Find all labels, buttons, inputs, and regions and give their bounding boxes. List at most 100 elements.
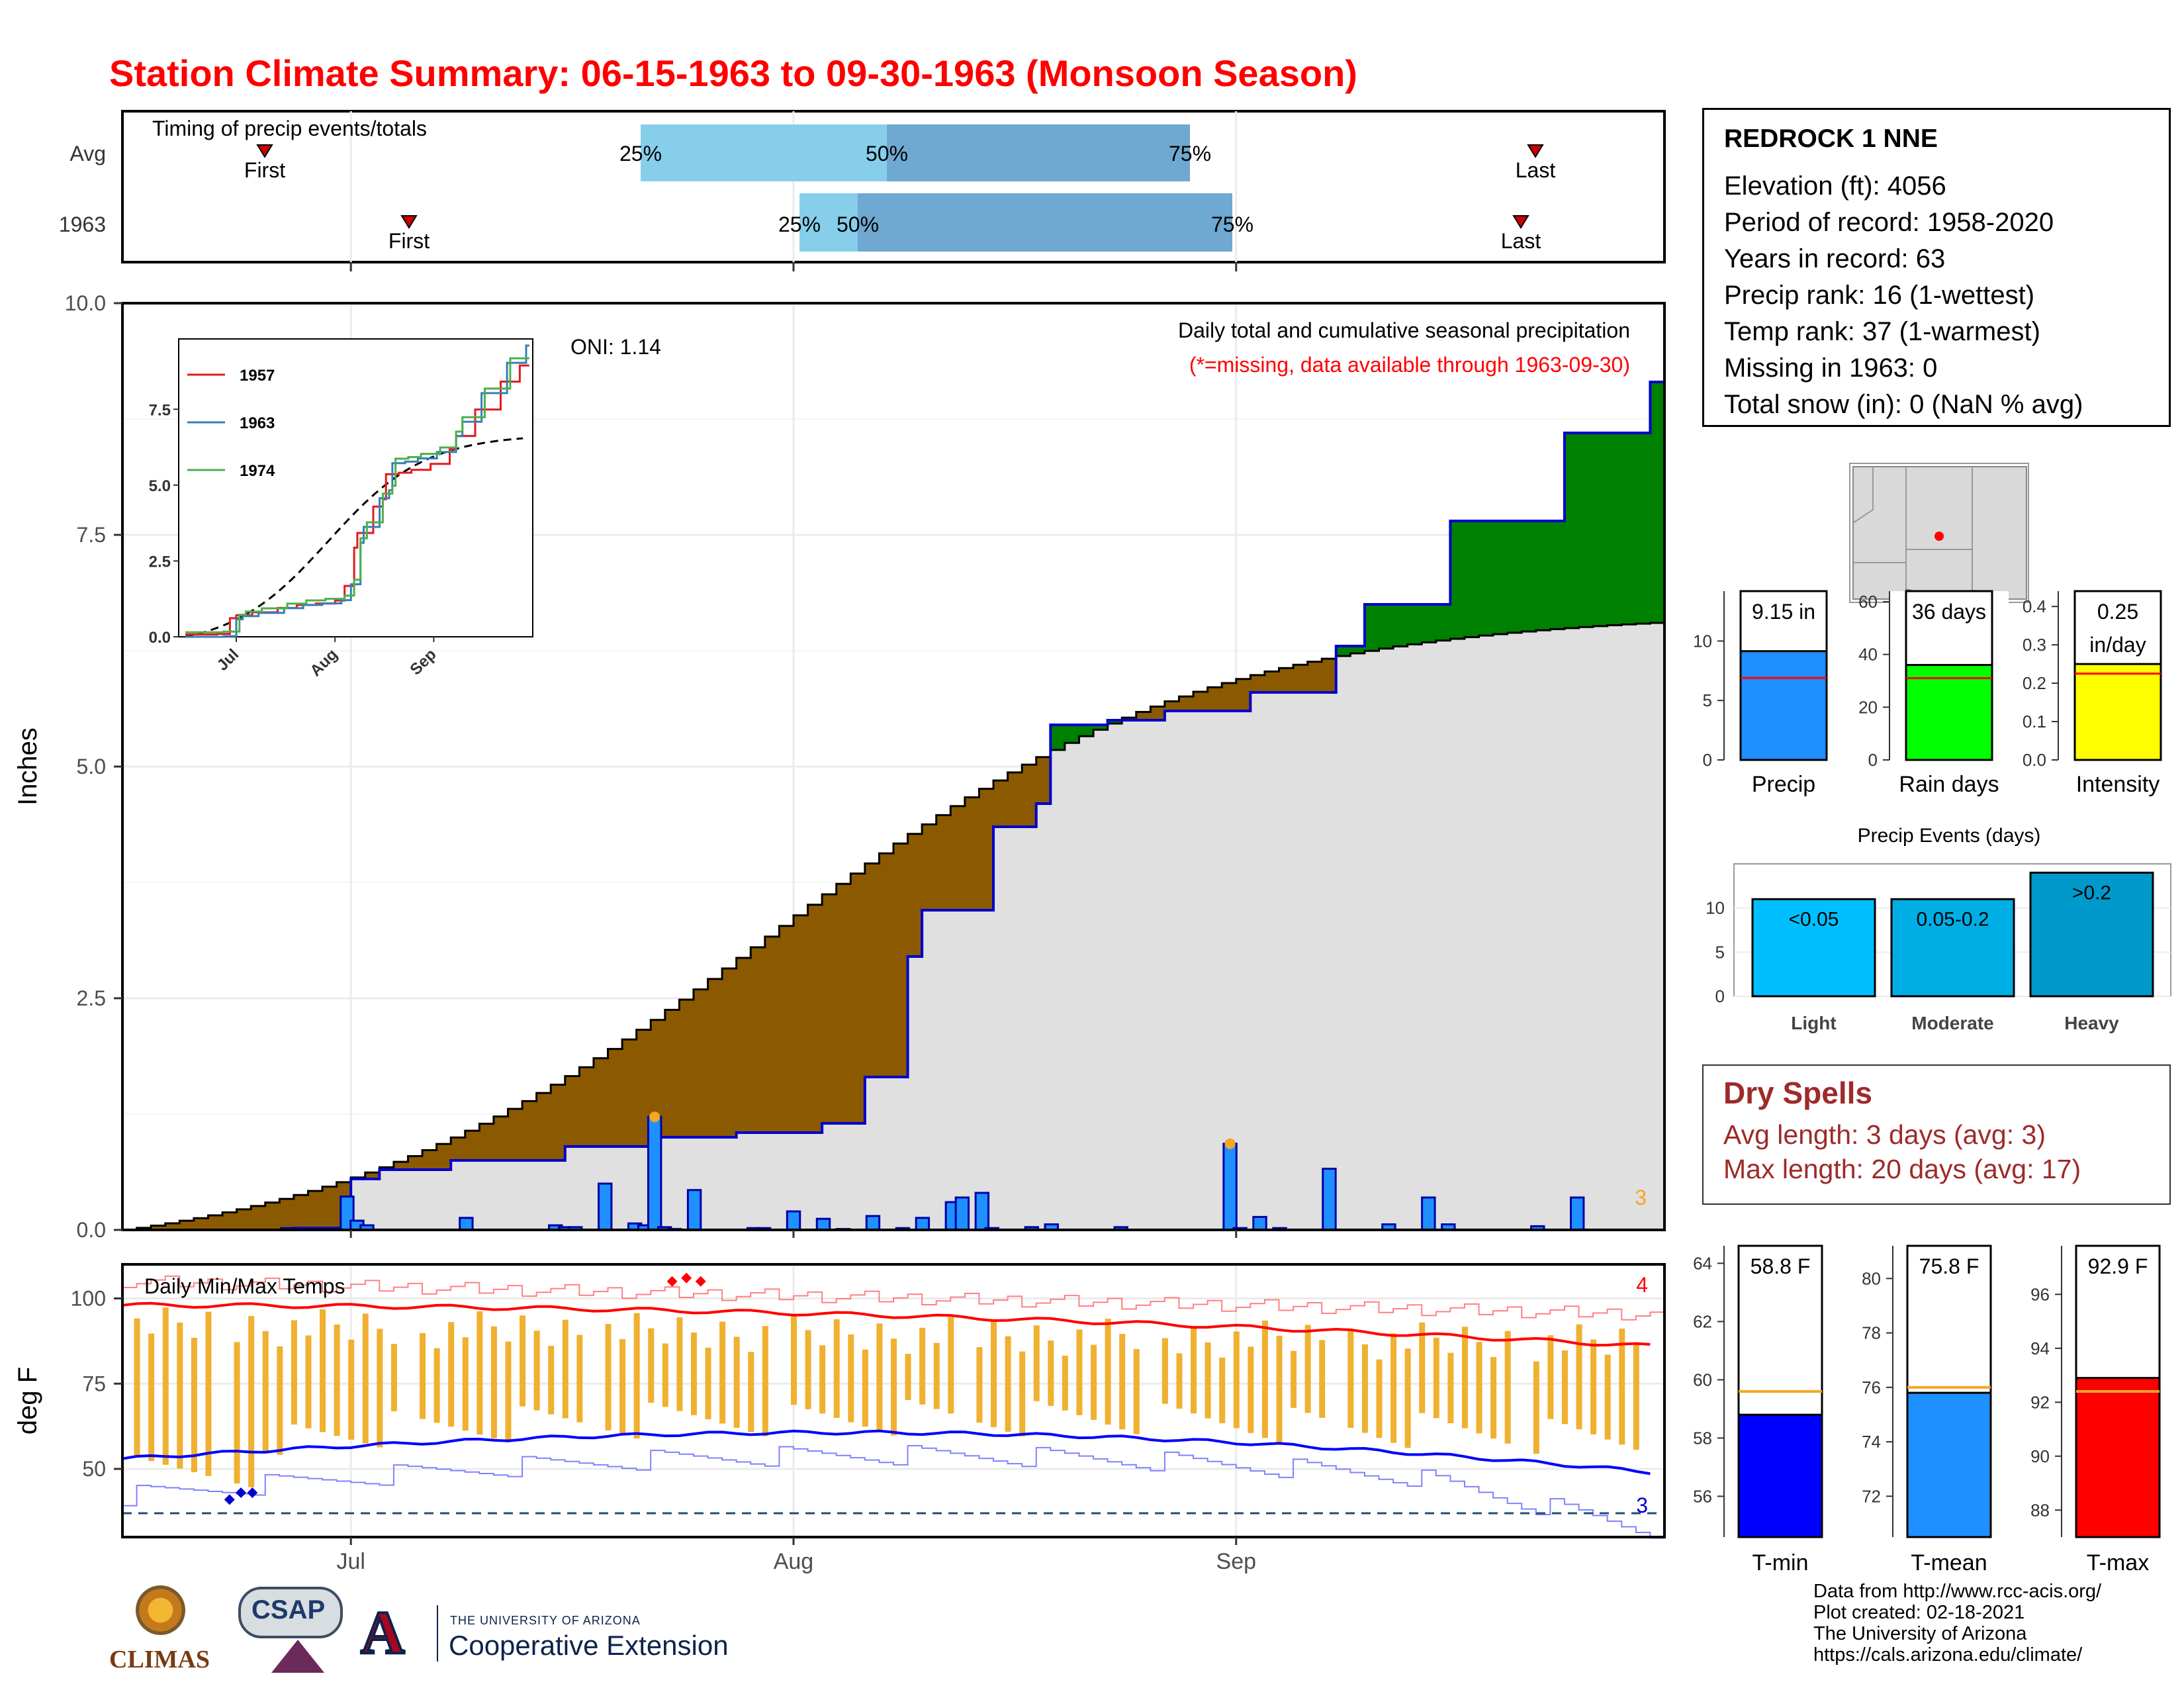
event-category-label: Heavy bbox=[2064, 1013, 2119, 1033]
daily-temp-bar bbox=[1291, 1350, 1297, 1408]
inset-series-line bbox=[185, 357, 529, 633]
precip-y-tick-label: 7.5 bbox=[77, 523, 106, 547]
record-min-line bbox=[122, 1445, 1664, 1539]
daily-temp-bar bbox=[1119, 1334, 1126, 1430]
daily-temp-bar bbox=[1076, 1329, 1083, 1415]
daily-temp-bar bbox=[177, 1323, 183, 1469]
precip-y-tick-label: 0.0 bbox=[77, 1218, 106, 1242]
daily-temp-bar bbox=[876, 1323, 883, 1431]
temp-mini-y-tick-label: 60 bbox=[1693, 1370, 1712, 1389]
temp-panel-frame bbox=[121, 1263, 1666, 1538]
station-location-marker bbox=[1934, 532, 1944, 541]
daily-temp-bar bbox=[334, 1324, 340, 1436]
daily-temp-bar bbox=[1533, 1361, 1539, 1454]
daily-temp-bar bbox=[1205, 1342, 1211, 1419]
inset-legend-label: 1963 bbox=[240, 414, 275, 432]
temp-mini-y-tick-label: 76 bbox=[1862, 1378, 1881, 1397]
temp-mini-y-tick-label: 88 bbox=[2030, 1500, 2050, 1520]
daily-temp-bar bbox=[191, 1337, 197, 1473]
precip-y-tick-label: 10.0 bbox=[65, 291, 106, 315]
daily-temp-bar bbox=[576, 1335, 583, 1423]
precip-panel-note: (*=missing, data available through 1963-… bbox=[1189, 353, 1630, 377]
daily-precip-bar bbox=[786, 1210, 801, 1231]
daily-temp-bar bbox=[1347, 1329, 1354, 1428]
daily-temp-bar bbox=[633, 1313, 640, 1439]
first-label-avg: First bbox=[244, 158, 285, 182]
last-label-avg: Last bbox=[1516, 158, 1556, 182]
inset-y-tick-label: 5.0 bbox=[149, 477, 171, 495]
daily-temp-bar bbox=[1048, 1340, 1054, 1406]
daily-temp-bar bbox=[1176, 1353, 1183, 1409]
first-marker-avg bbox=[256, 144, 273, 158]
daily-temp-bar bbox=[605, 1324, 612, 1430]
daily-temp-bar bbox=[690, 1333, 697, 1415]
daily-temp-bar bbox=[619, 1339, 626, 1435]
event-bar bbox=[1890, 898, 2015, 998]
temp-mini-y-tick-label: 78 bbox=[1862, 1323, 1881, 1343]
daily-temp-bar bbox=[1490, 1357, 1497, 1439]
temp-y-tick-label: 100 bbox=[71, 1287, 106, 1311]
daily-temp-bar bbox=[719, 1321, 726, 1424]
credits: Data from http://www.rcc-acis.org/ Plot … bbox=[1813, 1581, 2101, 1665]
timing-label-50: 50% bbox=[866, 142, 908, 165]
daily-temp-bar bbox=[490, 1326, 497, 1438]
page-title: Station Climate Summary: 06-15-1963 to 0… bbox=[109, 52, 1357, 94]
precip-deficit-area bbox=[136, 659, 1336, 1230]
daily-temp-bar bbox=[1561, 1350, 1568, 1425]
timing-label-75: 75% bbox=[1211, 212, 1253, 236]
mini-y-tick-label: 10 bbox=[1693, 631, 1712, 651]
daily-temp-bar bbox=[662, 1343, 668, 1407]
daily-temp-bar bbox=[1476, 1342, 1482, 1434]
station-temp-rank: Temp rank: 37 (1-warmest) bbox=[1724, 317, 2040, 346]
mini-y-tick-label: 0 bbox=[1703, 750, 1712, 770]
first-label-1963: First bbox=[388, 229, 430, 253]
station-missing: Missing in 1963: 0 bbox=[1724, 353, 1938, 383]
events-title: Precip Events (days) bbox=[1858, 825, 2041, 847]
mini-y-tick-label: 5 bbox=[1703, 690, 1712, 710]
event-bar bbox=[2029, 871, 2154, 998]
daily-temp-bar bbox=[762, 1325, 768, 1436]
station-precip-rank: Precip rank: 16 (1-wettest) bbox=[1724, 281, 2035, 310]
inset-y-tick-label: 0.0 bbox=[149, 629, 171, 647]
daily-temp-bar bbox=[420, 1333, 426, 1419]
daily-temp-bar bbox=[533, 1331, 540, 1411]
record-max-count: 4 bbox=[1636, 1273, 1648, 1297]
x-month-label: Sep bbox=[1216, 1549, 1257, 1574]
temp-mini-label: T-mean bbox=[1911, 1550, 1987, 1575]
inset-y-tick-label: 7.5 bbox=[149, 401, 171, 419]
temp-y-tick-label: 50 bbox=[82, 1457, 106, 1481]
temp-mini-bar bbox=[1737, 1413, 1823, 1538]
daily-temp-bar bbox=[933, 1342, 940, 1409]
daily-precip-bar bbox=[598, 1182, 613, 1231]
timing-label-25: 25% bbox=[619, 142, 662, 165]
daily-temp-bar bbox=[162, 1307, 169, 1465]
event-category-label: Light bbox=[1791, 1013, 1836, 1033]
timing-1963-25-50 bbox=[799, 193, 858, 252]
mini-bar-label: Precip bbox=[1752, 772, 1815, 797]
timing-row-label: Avg bbox=[69, 142, 106, 165]
daily-temp-bar bbox=[1091, 1344, 1097, 1420]
ua-small-text: THE UNIVERSITY OF ARIZONA bbox=[450, 1614, 641, 1627]
event-bar-label: <0.05 bbox=[1789, 908, 1839, 930]
dry-spells-title: Dry Spells bbox=[1723, 1076, 1872, 1110]
station-period: Period of record: 1958-2020 bbox=[1724, 208, 2054, 237]
daily-precip-bar bbox=[915, 1217, 931, 1231]
dry-spells-avg: Avg length: 3 days (avg: 3) bbox=[1723, 1119, 2046, 1150]
climas-sun-icon bbox=[136, 1585, 185, 1635]
precip-y-tick-label: 2.5 bbox=[77, 986, 106, 1010]
daily-precip-bar bbox=[974, 1192, 990, 1231]
daily-temp-bar bbox=[291, 1320, 297, 1425]
timing-avg-50-75 bbox=[887, 124, 1190, 181]
daily-temp-bar bbox=[748, 1352, 754, 1432]
mini-y-tick-label: 0 bbox=[1868, 750, 1878, 770]
temp-mini-y-tick-label: 92 bbox=[2030, 1392, 2050, 1412]
temp-mini-y-tick-label: 96 bbox=[2030, 1284, 2050, 1304]
temp-mini-label: T-min bbox=[1752, 1550, 1809, 1575]
mini-y-tick-label: 0.3 bbox=[2023, 635, 2046, 655]
temp-mini-y-tick-label: 64 bbox=[1693, 1253, 1712, 1273]
last-label-1963: Last bbox=[1501, 229, 1541, 253]
daily-precip-bar bbox=[1421, 1196, 1436, 1231]
daily-precip-bar bbox=[686, 1189, 702, 1231]
credit-line: Plot created: 02-18-2021 bbox=[1813, 1602, 2025, 1623]
timing-label-75: 75% bbox=[1169, 142, 1211, 165]
